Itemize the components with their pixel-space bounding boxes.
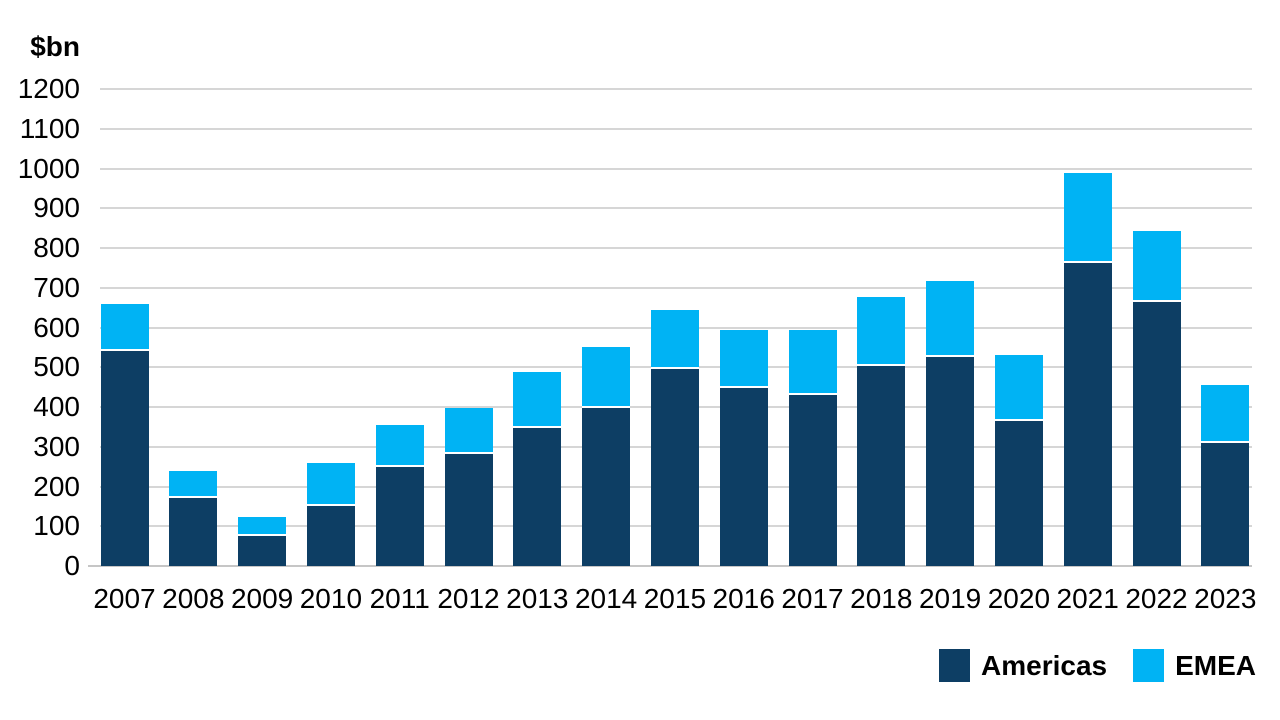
bar-segment-emea-2008 [169,470,218,499]
x-tick-label-2014: 2014 [574,583,638,614]
legend-swatch-emea [1133,649,1165,682]
x-tick-label-2011: 2011 [369,583,430,614]
bar-2011 [375,424,424,566]
y-tick-label-500: 500 [33,351,80,383]
bar-segment-americas-2012 [444,454,493,566]
y-tick-label-700: 700 [33,271,80,303]
bar-segment-emea-2021 [1063,173,1112,263]
bar-2023 [1201,385,1250,566]
x-tick-label-2018: 2018 [850,583,913,614]
gridline-900 [100,207,1252,210]
gridline-700 [100,286,1252,289]
y-tick-label-400: 400 [33,391,80,422]
bar-segment-americas-2017 [788,395,837,566]
bar-2016 [719,330,768,566]
legend-label-emea: EMEA [1175,650,1256,681]
bar-2013 [513,372,562,566]
y-tick-label-0: 0 [64,550,80,581]
gridline-1100 [100,127,1252,130]
bar-segment-emea-2020 [994,355,1043,421]
bar-segment-americas-2009 [238,536,287,566]
y-axis-unit-label: $bn [30,31,80,62]
bar-segment-emea-2007 [100,304,149,352]
bar-segment-americas-2008 [169,498,218,566]
bar-segment-americas-2010 [306,505,355,566]
gridline-1000 [100,167,1252,170]
x-tick-label-2020: 2020 [987,583,1051,614]
legend: Americas EMEA [939,649,1256,682]
bar-segment-emea-2019 [926,280,975,358]
bar-segment-americas-2023 [1201,442,1250,566]
gridline-800 [100,247,1252,249]
bar-2019 [926,280,975,566]
y-tick-label-600: 600 [33,311,80,343]
bar-segment-emea-2015 [650,309,699,370]
bar-2008 [169,470,218,566]
bar-segment-americas-2007 [100,351,149,566]
bar-2012 [444,407,493,566]
legend-swatch-americas [939,649,970,682]
x-tick-label-2017: 2017 [781,583,844,614]
x-tick-label-2015: 2015 [643,583,707,614]
bar-segment-americas-2020 [994,420,1043,566]
y-tick-label-300: 300 [33,430,80,462]
bar-segment-americas-2018 [857,366,906,566]
x-tick-label-2009: 2009 [230,583,294,614]
bar-segment-americas-2019 [926,357,975,566]
bar-segment-emea-2018 [857,296,906,367]
bar-segment-americas-2016 [719,387,768,566]
bar-segment-americas-2021 [1063,262,1112,566]
bar-segment-emea-2011 [375,424,424,467]
bar-segment-emea-2014 [582,347,631,408]
y-tick-label-1000: 1000 [17,152,80,184]
x-tick-label-2012: 2012 [437,583,500,614]
x-tick-label-2013: 2013 [506,583,569,614]
bar-segment-americas-2014 [582,407,631,566]
bar-2021 [1063,173,1112,566]
x-tick-label-2023: 2023 [1194,583,1257,614]
y-tick-label-900: 900 [33,192,80,224]
bar-2014 [582,347,631,566]
bar-segment-emea-2010 [306,462,355,506]
gridline-1200 [100,88,1252,90]
bar-segment-americas-2013 [513,427,562,566]
bar-segment-emea-2022 [1132,231,1181,303]
bar-2020 [994,355,1043,566]
bar-segment-emea-2013 [513,372,562,428]
x-tick-label-2010: 2010 [299,583,363,614]
x-tick-label-2008: 2008 [162,583,225,614]
bar-2018 [857,296,906,566]
bar-segment-americas-2011 [375,466,424,566]
bar-2015 [650,309,699,566]
x-axis-baseline [88,565,1252,567]
y-tick-label-1100: 1100 [19,112,80,144]
bar-2009 [238,516,287,566]
legend-item-emea: EMEA [1133,649,1256,682]
x-tick-label-2019: 2019 [918,583,982,614]
bar-2010 [306,462,355,566]
bar-segment-emea-2017 [788,330,837,396]
bar-segment-emea-2009 [238,516,287,537]
y-tick-label-1200: 1200 [17,73,80,104]
legend-item-americas: Americas [939,649,1107,682]
bar-segment-americas-2022 [1132,302,1181,566]
bar-2007 [100,304,149,566]
x-tick-label-2007: 2007 [93,583,156,614]
y-tick-label-800: 800 [33,232,80,263]
y-tick-label-100: 100 [33,510,80,542]
bar-2017 [788,330,837,566]
legend-label-americas: Americas [981,650,1108,681]
x-tick-label-2016: 2016 [712,583,775,614]
bar-segment-americas-2015 [650,369,699,566]
x-tick-label-2021: 2021 [1056,583,1119,614]
x-tick-label-2022: 2022 [1125,583,1188,614]
bar-segment-emea-2016 [719,330,768,388]
bar-segment-emea-2023 [1201,385,1250,443]
bar-segment-emea-2012 [444,407,493,455]
y-tick-label-200: 200 [33,470,80,502]
bar-2022 [1132,231,1181,566]
